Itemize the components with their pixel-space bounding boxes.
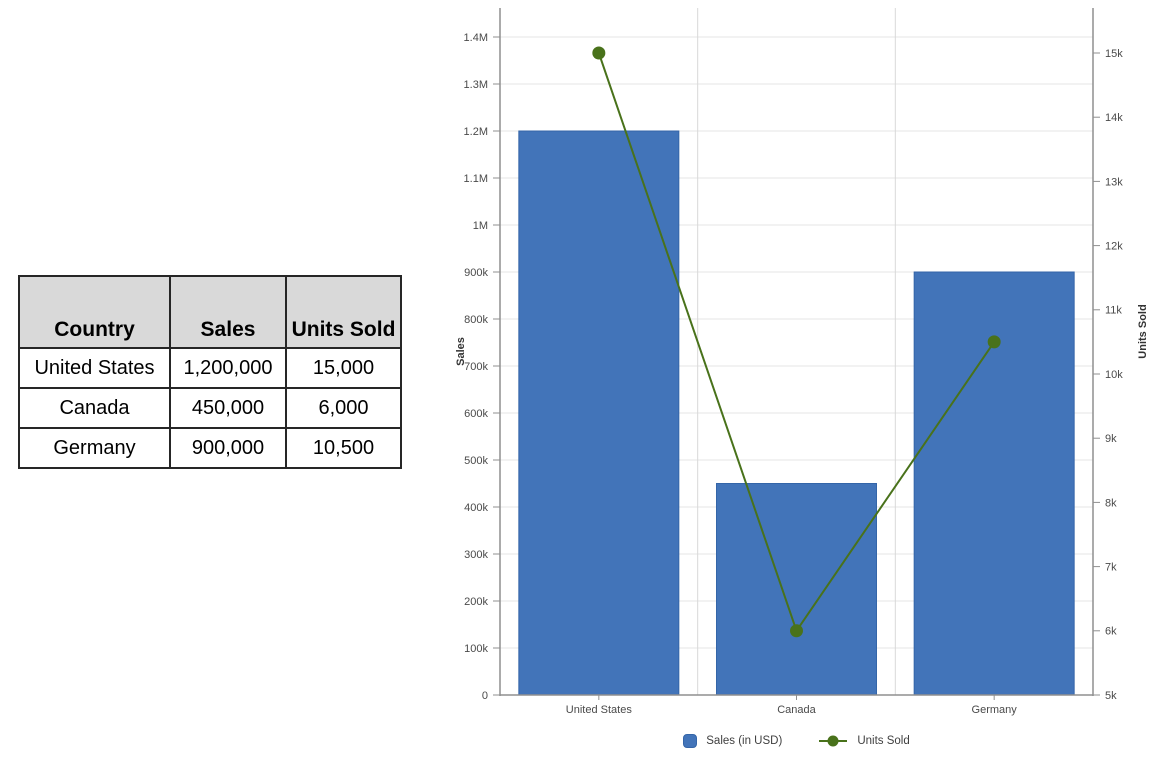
data-table: Country Sales Units Sold United States 1… bbox=[18, 275, 402, 469]
left-tick-label: 1.2M bbox=[464, 126, 488, 138]
right-tick-label: 12k bbox=[1105, 240, 1123, 252]
sales-legend-swatch-icon bbox=[683, 734, 698, 748]
left-tick-label: 1.3M bbox=[464, 79, 488, 91]
table-header-row: Country Sales Units Sold bbox=[18, 275, 402, 349]
table-cell-units: 6,000 bbox=[285, 387, 402, 429]
category-label: Germany bbox=[972, 704, 1018, 716]
left-tick-label: 1.4M bbox=[464, 32, 488, 44]
sales-bar bbox=[716, 483, 877, 696]
table-header-sales: Sales bbox=[169, 275, 287, 349]
left-tick-label: 600k bbox=[464, 408, 488, 420]
left-tick-label: 300k bbox=[464, 549, 488, 561]
right-tick-label: 6k bbox=[1105, 626, 1117, 638]
right-tick-label: 13k bbox=[1105, 176, 1123, 188]
left-axis-title: Sales bbox=[455, 337, 467, 366]
right-tick-label: 9k bbox=[1105, 433, 1117, 445]
table-row: United States 1,200,000 15,000 bbox=[18, 347, 402, 389]
legend-item-units: Units Sold bbox=[818, 734, 910, 748]
right-tick-label: 10k bbox=[1105, 369, 1123, 381]
right-tick-label: 7k bbox=[1105, 561, 1117, 573]
units-sold-marker bbox=[987, 335, 1001, 349]
table-cell-sales: 900,000 bbox=[169, 427, 287, 469]
left-tick-label: 1.1M bbox=[464, 173, 488, 185]
table-cell-country: Germany bbox=[18, 427, 171, 469]
legend-label-sales: Sales (in USD) bbox=[706, 735, 783, 747]
left-tick-label: 700k bbox=[464, 361, 488, 373]
right-tick-label: 8k bbox=[1105, 497, 1117, 509]
right-tick-label: 11k bbox=[1105, 305, 1122, 317]
sales-bar bbox=[518, 130, 680, 696]
category-label: United States bbox=[566, 704, 633, 716]
left-tick-label: 1M bbox=[473, 220, 488, 232]
chart-canvas: 0 100k 200k 300k 400k 500k 600k 700k 800k 900k 1M 1… bbox=[455, 8, 1149, 716]
right-tick-label: 14k bbox=[1105, 112, 1123, 124]
table-cell-country: United States bbox=[18, 347, 171, 389]
left-tick-label: 100k bbox=[464, 643, 488, 655]
chart-legend: Sales (in USD) Units Sold bbox=[500, 731, 1093, 751]
table-cell-units: 15,000 bbox=[285, 347, 402, 389]
left-tick-label: 800k bbox=[464, 314, 488, 326]
units-sold-marker bbox=[790, 624, 803, 638]
left-tick-label: 0 bbox=[482, 690, 488, 702]
table-cell-sales: 1,200,000 bbox=[169, 347, 287, 389]
table-cell-sales: 450,000 bbox=[169, 387, 287, 429]
left-tick-label: 900k bbox=[464, 267, 488, 279]
right-tick-label: 15k bbox=[1105, 48, 1123, 60]
right-axis-title: Units Sold bbox=[1137, 304, 1149, 358]
table-row: Germany 900,000 10,500 bbox=[18, 427, 402, 469]
right-tick-label: 5k bbox=[1105, 690, 1117, 702]
table-cell-country: Canada bbox=[18, 387, 171, 429]
table-cell-units: 10,500 bbox=[285, 427, 402, 469]
units-sold-marker bbox=[592, 46, 606, 60]
units-legend-line-dot-icon bbox=[819, 735, 848, 747]
left-tick-label: 500k bbox=[464, 455, 488, 467]
category-label: Canada bbox=[777, 704, 816, 716]
table-header-units-sold: Units Sold bbox=[285, 275, 402, 349]
left-tick-label: 400k bbox=[464, 502, 488, 514]
left-tick-label: 200k bbox=[464, 596, 488, 608]
legend-item-sales: Sales (in USD) bbox=[683, 734, 782, 748]
table-row: Canada 450,000 6,000 bbox=[18, 387, 402, 429]
table-header-country: Country bbox=[18, 275, 171, 349]
legend-label-units: Units Sold bbox=[857, 735, 910, 747]
combo-chart: 0 100k 200k 300k 400k 500k 600k 700k 800k 900k 1M 1… bbox=[440, 0, 1167, 765]
